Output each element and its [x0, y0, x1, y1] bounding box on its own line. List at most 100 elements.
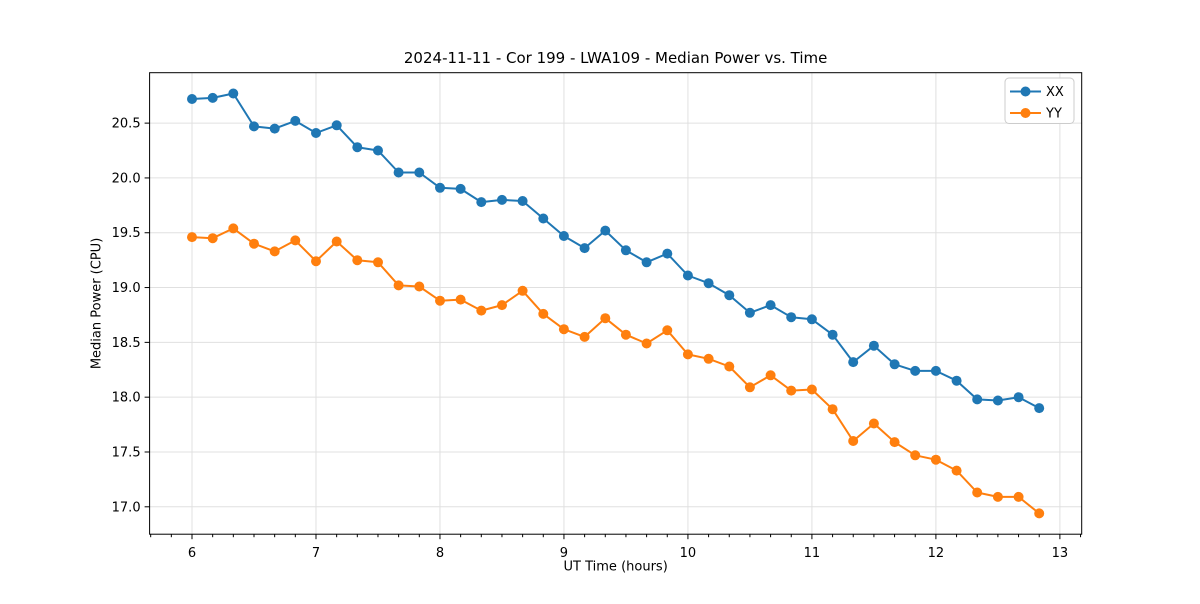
legend-label: XX [1046, 85, 1064, 100]
data-point [786, 312, 797, 323]
data-point [910, 450, 921, 461]
data-point [744, 307, 755, 318]
data-point [290, 115, 301, 126]
data-point [538, 308, 549, 319]
data-point [207, 92, 218, 103]
data-point [373, 145, 383, 156]
data-point [228, 223, 239, 234]
data-point [703, 278, 714, 289]
data-point [269, 123, 280, 134]
data-point [290, 235, 301, 246]
data-point [558, 231, 569, 241]
data-point [311, 128, 321, 138]
data-point [1013, 491, 1024, 502]
legend-marker [1020, 108, 1031, 118]
data-point [600, 225, 611, 236]
x-tick-label: 8 [436, 546, 444, 561]
chart-title: 2024-11-11 - Cor 199 - LWA109 - Median P… [404, 49, 828, 67]
data-point [910, 365, 921, 376]
y-tick-label: 20.5 [112, 117, 141, 132]
data-point [538, 213, 549, 224]
data-point [765, 300, 776, 311]
legend-label: YY [1045, 107, 1062, 122]
data-point [992, 491, 1003, 502]
y-tick-label: 17.0 [112, 500, 141, 515]
data-point [373, 257, 383, 268]
data-point [848, 436, 859, 446]
data-point [889, 359, 900, 370]
data-point [414, 281, 425, 292]
data-point [435, 182, 445, 193]
data-point [889, 437, 900, 448]
data-point [662, 325, 673, 336]
data-point [1034, 508, 1045, 519]
data-point [641, 338, 652, 349]
data-point [620, 245, 631, 256]
data-point [724, 290, 735, 301]
data-point [558, 324, 569, 335]
data-series [187, 88, 1045, 519]
y-tick-label: 18.0 [112, 391, 141, 406]
data-point [827, 329, 838, 340]
data-point [972, 487, 983, 498]
data-point [682, 270, 693, 281]
gridlines [149, 72, 1082, 535]
data-point [393, 167, 404, 178]
data-point [765, 370, 776, 381]
data-point [930, 365, 941, 376]
series-line-xx [191, 92, 1040, 409]
data-point [600, 313, 611, 324]
data-point [455, 183, 466, 194]
data-point [476, 197, 487, 208]
data-point [331, 120, 342, 131]
data-point [848, 357, 859, 368]
data-point [620, 329, 631, 340]
data-point [641, 257, 652, 268]
plot-area-border [149, 72, 1083, 535]
y-tick-label: 17.5 [112, 445, 141, 460]
series-yy [187, 223, 1045, 519]
data-point [249, 121, 259, 132]
axis-ticks: 6 7 8 9 10 11 12 13 17.0 17.5 18.0 18.5 19.0 19.5 20.0… [112, 117, 1082, 561]
data-point [476, 305, 487, 316]
data-point [435, 295, 445, 306]
x-tick-label: 6 [188, 546, 196, 561]
data-point [806, 314, 817, 325]
data-point [724, 361, 735, 372]
y-tick-label: 20.0 [112, 171, 141, 186]
data-point [455, 294, 466, 305]
y-tick-label: 19.0 [112, 281, 141, 296]
data-point [187, 232, 197, 243]
data-point [352, 255, 363, 266]
x-axis-label: UT Time (hours) [564, 560, 668, 575]
data-point [662, 248, 673, 259]
y-tick-label: 19.5 [112, 226, 141, 241]
x-tick-label: 9 [560, 546, 568, 561]
data-point [497, 300, 507, 311]
data-point [930, 454, 941, 465]
data-point [951, 375, 962, 386]
y-axis-label: Median Power (CPU) [90, 238, 105, 369]
x-tick-label: 13 [1052, 546, 1069, 561]
data-point [497, 194, 507, 205]
data-point [703, 353, 714, 364]
data-point [744, 382, 755, 393]
series-xx [187, 88, 1045, 414]
data-point [827, 404, 838, 415]
data-point [352, 142, 363, 153]
data-point [806, 384, 817, 395]
data-point [517, 196, 528, 206]
x-tick-label: 10 [680, 546, 697, 561]
data-point [249, 238, 259, 249]
data-point [311, 256, 321, 267]
data-point [1034, 403, 1045, 414]
legend: XX YY [1004, 77, 1075, 124]
data-point [1013, 392, 1024, 403]
data-point [187, 94, 197, 104]
legend-marker [1020, 86, 1031, 97]
data-point [682, 349, 693, 360]
data-point [868, 340, 879, 351]
data-point [951, 465, 962, 476]
x-tick-label: 7 [312, 546, 320, 561]
